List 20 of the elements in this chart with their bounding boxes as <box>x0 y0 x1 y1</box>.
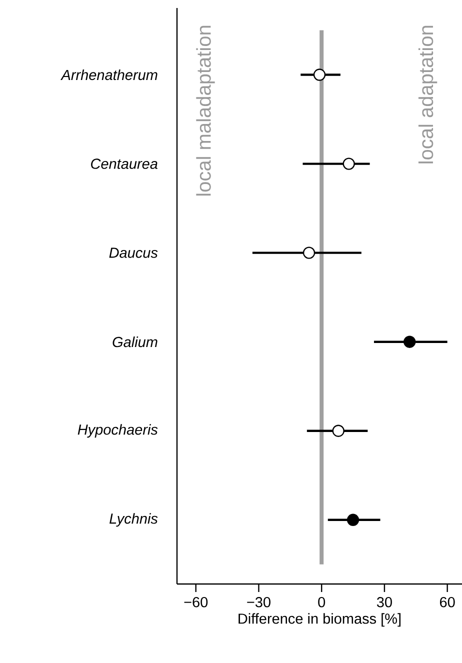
point <box>342 158 355 170</box>
x-tick-label: 60 <box>440 597 455 608</box>
annotation: local maladaptation <box>196 26 215 196</box>
y-tick-label: Centaurea <box>91 158 158 169</box>
y-tick-label: Arrhenatherum <box>60 69 158 80</box>
x-axis-title: Difference in biomass [%] <box>238 613 401 627</box>
y-tick-label: Lychnis <box>110 513 158 527</box>
annotation: local adaptation <box>418 26 438 164</box>
point <box>313 68 326 81</box>
y-tick-label: Daucus <box>109 248 158 258</box>
x-tick-label: 0 <box>318 597 326 608</box>
point <box>404 336 416 348</box>
point <box>332 424 344 437</box>
x-tick-label: −30 <box>247 597 270 608</box>
x-tick-label: 30 <box>376 597 392 608</box>
y-tick-label: Galium <box>112 336 158 348</box>
y-tick-label: Hypochaeris <box>78 424 158 438</box>
x-tick-label: −60 <box>184 597 208 608</box>
point <box>302 246 316 259</box>
point <box>346 514 360 526</box>
